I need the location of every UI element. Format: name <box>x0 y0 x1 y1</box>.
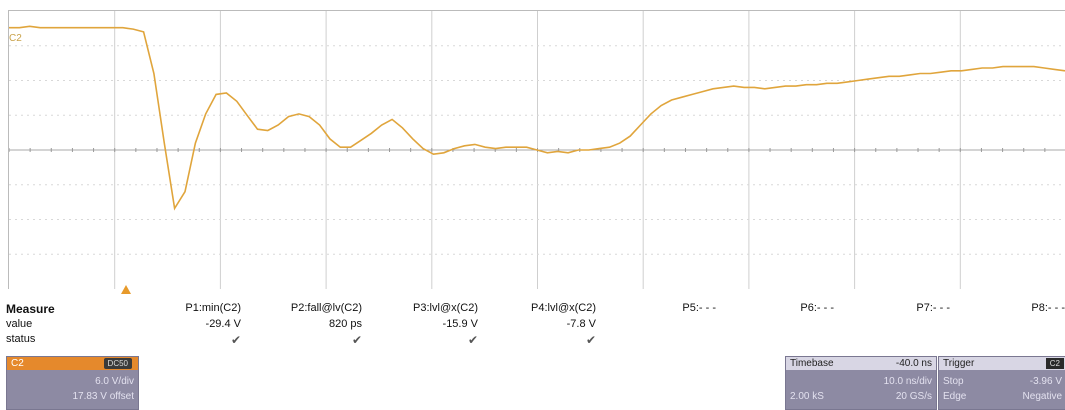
param-name-p1[interactable]: P1:min(C2) <box>185 302 241 314</box>
c2-offset: 17.83 V offset <box>72 391 134 402</box>
param-value-p3: -15.9 V <box>442 318 478 330</box>
param-name-p4[interactable]: P4:lvl@x(C2) <box>531 302 596 314</box>
status-row-label: status <box>6 333 36 345</box>
timebase-samples: 2.00 kS <box>790 391 824 402</box>
trigger-level: -3.96 V <box>1029 376 1062 387</box>
waveform-trace-c2 <box>9 25 1065 211</box>
timebase-bottom-row: 2.00 kS 20 GS/s <box>786 390 936 403</box>
timebase-label: Timebase <box>790 358 834 369</box>
timebase-header: Timebase -40.0 ns <box>786 357 936 370</box>
trigger-mode-row: Stop -3.96 V <box>939 375 1065 388</box>
timebase-tdiv: 10.0 ns/div <box>883 376 932 387</box>
value-row-label: value <box>6 318 33 330</box>
c2-descriptor-header: C2 DC50 <box>7 357 138 370</box>
trigger-header: Trigger C2 <box>939 357 1065 370</box>
channel-label: C2 <box>9 33 22 44</box>
param-name-p7[interactable]: P7:- - - <box>916 302 950 314</box>
c2-descriptor-label: C2 <box>11 358 24 369</box>
waveform-grid <box>9 11 1065 289</box>
measure-status-row: status ✔ ✔ ✔ ✔ <box>6 333 1065 347</box>
coupling-badge: DC50 <box>103 358 132 369</box>
trigger-type-row: Edge Negative <box>939 390 1065 403</box>
trigger-source-badge: C2 <box>1045 358 1064 369</box>
trigger-slope: Negative <box>1022 391 1062 402</box>
trigger-mode: Stop <box>943 376 964 387</box>
channel-c2-descriptor[interactable]: C2 DC50 6.0 V/div 17.83 V offset <box>6 356 139 410</box>
param-name-p8[interactable]: P8:- - - <box>1031 302 1065 314</box>
status-check-icon-p1: ✔ <box>230 333 241 347</box>
trigger-type: Edge <box>943 391 967 402</box>
param-value-p4: -7.8 V <box>566 318 596 330</box>
status-check-icon-p3: ✔ <box>467 333 478 347</box>
measure-value-row: value -29.4 V 820 ps -15.9 V -7.8 V <box>6 318 1065 332</box>
param-value-p1: -29.4 V <box>205 318 241 330</box>
waveform-display[interactable]: C2 <box>8 10 1065 289</box>
trigger-descriptor[interactable]: Trigger C2 Stop -3.96 V Edge Negative <box>938 356 1065 410</box>
param-name-p6[interactable]: P6:- - - <box>800 302 834 314</box>
timebase-rate: 20 GS/s <box>895 391 932 402</box>
timebase-descriptor[interactable]: Timebase -40.0 ns 10.0 ns/div 2.00 kS 20… <box>785 356 937 410</box>
trigger-label: Trigger <box>943 358 975 369</box>
status-check-icon-p4: ✔ <box>585 333 596 347</box>
measure-header-row: Measure P1:min(C2) P2:fall@lv(C2) P3:lvl… <box>6 302 1065 316</box>
c2-vdiv: 6.0 V/div <box>95 376 134 387</box>
measure-title[interactable]: Measure <box>6 302 55 316</box>
param-value-p2: 820 ps <box>328 318 362 330</box>
param-name-p5[interactable]: P5:- - - <box>682 302 716 314</box>
trigger-position-marker[interactable] <box>121 285 131 294</box>
status-check-icon-p2: ✔ <box>351 333 362 347</box>
param-name-p3[interactable]: P3:lvl@x(C2) <box>413 302 478 314</box>
measure-table: Measure P1:min(C2) P2:fall@lv(C2) P3:lvl… <box>6 302 1065 352</box>
param-name-p2[interactable]: P2:fall@lv(C2) <box>290 302 362 314</box>
timebase-delay: -40.0 ns <box>895 358 932 369</box>
